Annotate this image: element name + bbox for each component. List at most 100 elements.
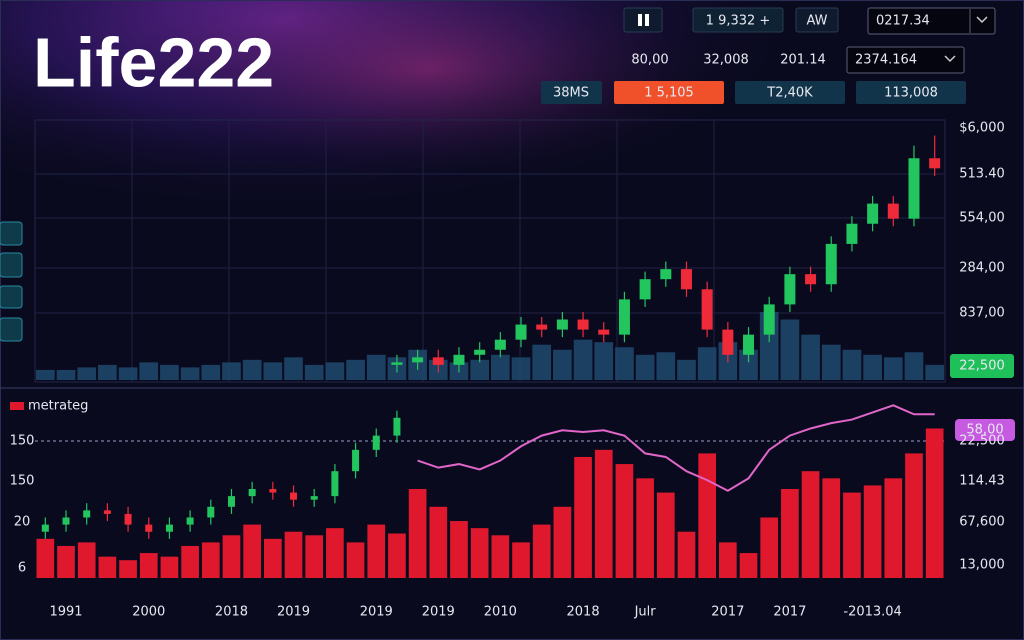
- volume-bar: [366, 354, 386, 380]
- bar: [781, 489, 799, 578]
- tab-label: 38MS: [553, 86, 589, 101]
- candle-body: [290, 492, 298, 500]
- candle-body: [846, 223, 858, 244]
- bar: [160, 556, 179, 578]
- volume-bar: [656, 352, 676, 380]
- bar: [925, 428, 944, 578]
- bar: [574, 456, 592, 578]
- bar: [367, 524, 386, 578]
- candle-body: [432, 357, 444, 365]
- bar: [139, 553, 158, 578]
- bar: [822, 478, 841, 578]
- y-axis-label: 837,00: [959, 306, 1005, 321]
- candle-body: [453, 354, 465, 365]
- candle-body: [618, 299, 630, 335]
- candle-body: [124, 513, 132, 525]
- bar: [905, 453, 923, 578]
- volume-bar: [222, 362, 241, 380]
- volume-bar: [780, 319, 800, 380]
- counter-button[interactable]: [692, 7, 784, 33]
- y-axis-label: 554,00: [959, 211, 1005, 226]
- bar: [119, 560, 137, 578]
- bar: [801, 471, 820, 578]
- x-tick-label: 2018: [215, 605, 248, 620]
- tab[interactable]: [541, 81, 602, 104]
- volume-bar: [801, 334, 820, 380]
- y-axis-label: 284,00: [959, 261, 1005, 276]
- candle-body: [103, 510, 111, 514]
- y-axis-label: 150: [10, 434, 35, 449]
- volume-bar: [325, 362, 345, 380]
- bar: [491, 535, 510, 578]
- side-tools[interactable]: [0, 221, 23, 342]
- price-badge-text: 58,00: [966, 423, 1003, 438]
- tab-label: 113,008: [884, 86, 938, 101]
- tab[interactable]: [614, 81, 724, 104]
- x-tick-label: 2017: [711, 605, 744, 620]
- volume-bar: [511, 357, 531, 380]
- legend-swatch: [10, 402, 24, 410]
- candle-body: [825, 243, 837, 285]
- bar: [264, 538, 282, 578]
- bar: [77, 542, 96, 578]
- stat: 201.14: [780, 53, 826, 68]
- bar: [408, 489, 427, 578]
- indicator-line: [417, 404, 935, 492]
- volume-bar: [284, 357, 303, 380]
- x-tick-label: Julr: [634, 605, 657, 620]
- select-text: 2374.164: [855, 53, 917, 68]
- volume-bar: [263, 362, 283, 380]
- select-dropdown[interactable]: [846, 46, 965, 74]
- legend-label: metrateg: [28, 399, 88, 414]
- bar: [98, 556, 117, 578]
- candle-body: [598, 329, 610, 335]
- bar: [57, 545, 75, 578]
- x-tick-label: -2013.04: [843, 605, 901, 620]
- candle-body: [929, 158, 941, 169]
- x-tick-label: 2000: [132, 605, 165, 620]
- volume-bar: [842, 349, 862, 380]
- tab[interactable]: [856, 81, 966, 104]
- candle-body: [145, 524, 153, 532]
- bar: [388, 533, 406, 578]
- candle-body: [908, 158, 920, 219]
- bar: [677, 531, 696, 578]
- bar: [284, 531, 303, 578]
- candle-body: [763, 304, 775, 335]
- bar: [470, 528, 489, 578]
- bar: [843, 492, 861, 578]
- volume-bar: [201, 364, 221, 380]
- bar: [656, 492, 675, 578]
- volume-bar: [739, 349, 758, 380]
- candle-body: [207, 506, 215, 518]
- bar: [594, 449, 613, 578]
- bar: [739, 553, 758, 578]
- price-badge: [955, 419, 1015, 441]
- value-text: 0217.34: [876, 14, 930, 29]
- candle-body: [805, 274, 817, 285]
- x-tick-label: 2017: [773, 605, 806, 620]
- bar: [615, 464, 634, 578]
- bar: [429, 506, 448, 578]
- tab[interactable]: [735, 81, 845, 104]
- bar: [553, 506, 572, 578]
- y-axis-label: 22,500: [959, 434, 1005, 449]
- bar: [532, 524, 551, 578]
- volume-bar: [697, 347, 717, 380]
- volume-bar: [180, 367, 200, 380]
- volume-bar: [118, 367, 138, 380]
- candle-body: [743, 334, 755, 355]
- tab-label: T2,40K: [766, 86, 813, 101]
- volume-bar: [615, 347, 634, 380]
- x-tick-label: 1991: [49, 605, 82, 620]
- value-dropdown[interactable]: [867, 7, 996, 35]
- price-badge-text: 22,500: [959, 359, 1005, 374]
- bar: [698, 453, 716, 578]
- volume-bar: [594, 342, 614, 380]
- candle-body: [701, 289, 713, 330]
- volume-bar: [925, 364, 944, 380]
- y-axis-label: 150: [10, 474, 35, 489]
- pause-button[interactable]: [623, 7, 663, 33]
- mode-button[interactable]: [795, 7, 839, 33]
- bar: [884, 478, 903, 578]
